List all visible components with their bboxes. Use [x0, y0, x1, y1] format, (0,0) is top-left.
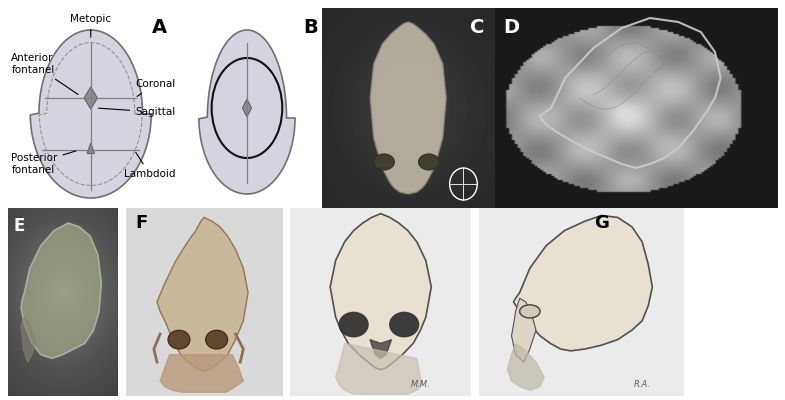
Polygon shape	[160, 355, 243, 392]
Ellipse shape	[206, 330, 228, 349]
Polygon shape	[243, 99, 251, 117]
Polygon shape	[370, 340, 392, 358]
Text: F: F	[135, 214, 148, 232]
Text: R.A.: R.A.	[633, 380, 651, 389]
Text: E: E	[13, 218, 24, 235]
Polygon shape	[512, 298, 536, 362]
Text: C: C	[470, 18, 484, 37]
Ellipse shape	[389, 312, 418, 337]
Polygon shape	[84, 87, 97, 109]
Polygon shape	[31, 30, 152, 198]
Polygon shape	[513, 216, 652, 351]
Ellipse shape	[168, 330, 190, 349]
Polygon shape	[21, 317, 35, 362]
Polygon shape	[87, 143, 94, 154]
Polygon shape	[21, 223, 101, 358]
Ellipse shape	[374, 154, 394, 170]
Polygon shape	[335, 343, 422, 394]
Polygon shape	[157, 218, 248, 372]
Text: G: G	[594, 214, 608, 232]
Polygon shape	[371, 22, 446, 194]
Polygon shape	[39, 43, 142, 185]
Text: Lambdoid: Lambdoid	[124, 152, 175, 179]
Text: Coronal: Coronal	[135, 79, 175, 96]
Text: Sagittal: Sagittal	[99, 107, 175, 117]
Text: B: B	[303, 18, 318, 37]
Text: D: D	[503, 18, 520, 37]
Ellipse shape	[520, 305, 540, 318]
Text: M.M.: M.M.	[411, 380, 430, 389]
Text: Metopic: Metopic	[70, 14, 111, 37]
Ellipse shape	[339, 312, 368, 337]
Text: Anterior
fontanel: Anterior fontanel	[11, 53, 78, 94]
Text: Posterior
fontanel: Posterior fontanel	[11, 151, 76, 175]
Polygon shape	[199, 30, 295, 194]
Ellipse shape	[418, 154, 440, 170]
Text: A: A	[152, 18, 167, 37]
Polygon shape	[507, 343, 544, 390]
Polygon shape	[330, 214, 431, 370]
